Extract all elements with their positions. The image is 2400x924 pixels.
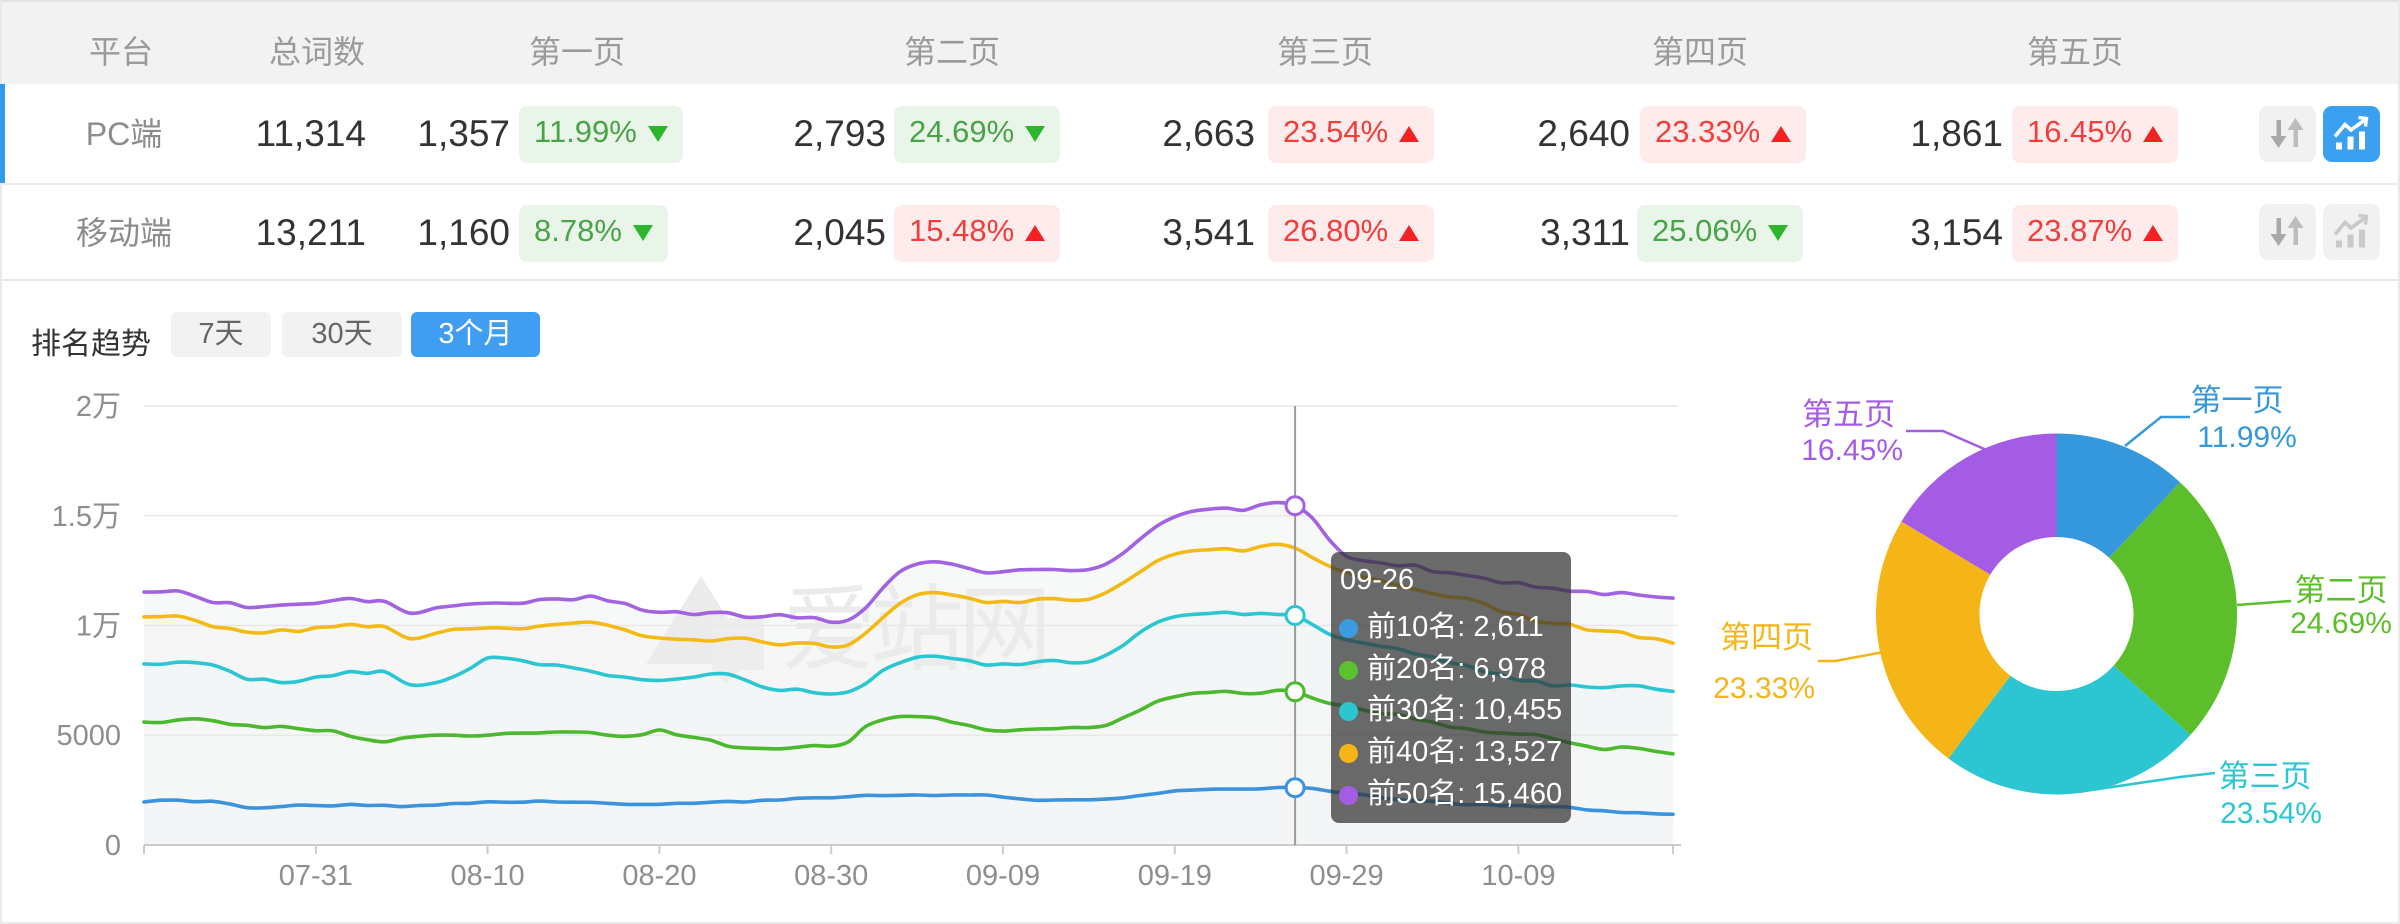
svg-text:08-30: 08-30 [794, 860, 868, 892]
svg-text:第四页: 第四页 [1720, 620, 1813, 655]
svg-text:23.33%: 23.33% [1713, 672, 1815, 705]
svg-text:第三页: 第三页 [2219, 759, 2312, 794]
svg-text:09-19: 09-19 [1138, 860, 1212, 892]
svg-text:2万: 2万 [76, 391, 121, 423]
svg-text:16.45%: 16.45% [1801, 434, 1903, 467]
svg-text:11.99%: 11.99% [2197, 421, 2297, 454]
svg-text:23.54%: 23.54% [2220, 797, 2322, 830]
svg-text:10-09: 10-09 [1481, 860, 1555, 892]
svg-text:第二页: 第二页 [2295, 573, 2388, 608]
svg-text:爱站网: 爱站网 [782, 577, 1046, 682]
svg-text:1万: 1万 [76, 611, 121, 643]
svg-text:第一页: 第一页 [2191, 383, 2284, 418]
svg-text:09-09: 09-09 [966, 860, 1040, 892]
svg-text:1.5万: 1.5万 [52, 501, 121, 533]
svg-text:第五页: 第五页 [1802, 397, 1895, 432]
svg-text:07-31: 07-31 [279, 860, 353, 892]
svg-text:08-20: 08-20 [622, 860, 696, 892]
svg-text:24.69%: 24.69% [2290, 607, 2392, 640]
svg-text:09-29: 09-29 [1310, 860, 1384, 892]
svg-text:08-10: 08-10 [451, 860, 525, 892]
svg-text:0: 0 [105, 830, 121, 862]
svg-text:5000: 5000 [56, 720, 121, 752]
